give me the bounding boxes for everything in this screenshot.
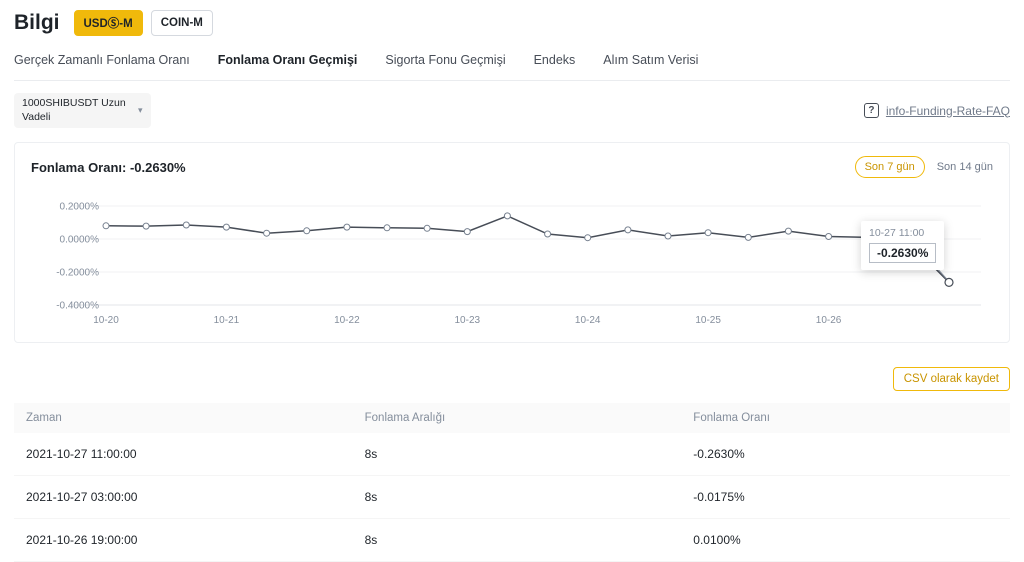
nav-tab[interactable]: Fonlama Oranı Geçmişi — [217, 53, 358, 67]
svg-text:10-24: 10-24 — [575, 315, 601, 326]
nav-tab[interactable]: Gerçek Zamanlı Fonlama Oranı — [14, 53, 190, 67]
nav-tab[interactable]: Endeks — [533, 53, 576, 67]
range-buttons: Son 7 gün Son 14 gün — [854, 156, 993, 179]
table-row: 2021-10-27 11:00:00 8s -0.2630% — [14, 433, 1010, 477]
column-header-time: Zaman — [14, 403, 353, 434]
page-header: Bilgi USDⓈ-M COIN-M — [14, 8, 1010, 36]
svg-text:0.0000%: 0.0000% — [60, 235, 100, 246]
chart-title: Fonlama Oranı: -0.2630% — [31, 159, 186, 175]
column-header-rate: Fonlama Oranı — [681, 403, 1010, 434]
chart-card-header: Fonlama Oranı: -0.2630% Son 7 gün Son 14 … — [31, 156, 993, 179]
column-header-interval: Fonlama Aralığı — [352, 403, 682, 434]
symbol-select[interactable]: 1000SHIBUSDT Uzun Vadeli ▾ — [14, 93, 151, 129]
table-cell: 8s — [352, 475, 682, 520]
chart-area: 0.2000% 0.0000% -0.2000% -0.4000% 10-20 10-21… — [31, 184, 993, 334]
symbol-select-value: 1000SHIBUSDT Uzun Vadeli — [22, 97, 126, 123]
svg-text:10-20: 10-20 — [93, 315, 119, 326]
svg-text:10-21: 10-21 — [214, 315, 240, 326]
nav-tabs: Gerçek Zamanlı Fonlama Oranı Fonlama Oran… — [14, 53, 1010, 81]
question-icon: ? — [863, 103, 879, 119]
nav-tab[interactable]: Sigorta Fonu Geçmişi — [385, 53, 506, 67]
tooltip-value: -0.2630% — [869, 242, 937, 263]
controls-row: 1000SHIBUSDT Uzun Vadeli ▾ ? info-Fundin… — [14, 93, 1010, 129]
table-row: 2021-10-26 19:00:00 8s 0.0100% — [14, 518, 1010, 562]
funding-history-table: Zaman Fonlama Aralığı Fonlama Oranı 2021… — [14, 403, 1010, 562]
market-tab[interactable]: USDⓈ-M — [73, 10, 143, 36]
svg-text:0.2000%: 0.2000% — [60, 202, 100, 213]
faq-block: ? info-Funding-Rate-FAQ — [863, 103, 1010, 119]
table-cell: 0.0100% — [681, 518, 1010, 562]
save-csv-button[interactable]: CSV olarak kaydet — [892, 367, 1010, 392]
table-cell: 8s — [352, 518, 682, 562]
tooltip-time: 10-27 11:00 — [869, 226, 925, 239]
table-row: 2021-10-27 03:00:00 8s -0.0175% — [14, 475, 1010, 520]
nav-tab[interactable]: Alım Satım Verisi — [603, 53, 699, 67]
table-cell: 2021-10-26 19:00:00 — [14, 518, 353, 562]
svg-text:10-26: 10-26 — [816, 315, 842, 326]
table-cell: 2021-10-27 03:00:00 — [14, 475, 353, 520]
funding-table-body: 2021-10-27 11:00:00 8s -0.2630% 2021-10-27 … — [14, 433, 1010, 562]
chart-tooltip: 10-27 11:00 -0.2630% — [861, 220, 945, 270]
table-cell: 8s — [352, 433, 682, 477]
svg-text:10-22: 10-22 — [334, 315, 360, 326]
table-head: Zaman Fonlama Aralığı Fonlama Oranı — [14, 403, 1010, 434]
market-tab[interactable]: COIN-M — [150, 10, 213, 36]
svg-text:10-25: 10-25 — [695, 315, 721, 326]
range-button[interactable]: Son 7 gün — [854, 156, 925, 179]
chevron-down-icon: ▾ — [138, 105, 143, 116]
table-cell: -0.0175% — [681, 475, 1010, 520]
csv-row: CSV olarak kaydet — [14, 367, 1010, 392]
faq-link[interactable]: info-Funding-Rate-FAQ — [885, 103, 1010, 118]
svg-text:10-23: 10-23 — [454, 315, 480, 326]
market-type-switch: USDⓈ-M COIN-M — [73, 10, 213, 36]
svg-text:-0.2000%: -0.2000% — [56, 268, 99, 279]
range-button[interactable]: Son 14 gün — [936, 157, 993, 178]
table-cell: -0.2630% — [681, 433, 1010, 477]
page-title: Bilgi — [14, 11, 60, 34]
table-cell: 2021-10-27 11:00:00 — [14, 433, 353, 477]
funding-rate-chart-card: Fonlama Oranı: -0.2630% Son 7 gün Son 14 … — [14, 142, 1010, 344]
svg-text:-0.4000%: -0.4000% — [56, 301, 99, 312]
funding-rate-chart: 0.2000% 0.0000% -0.2000% -0.4000% 10-20 10-21… — [56, 202, 981, 326]
